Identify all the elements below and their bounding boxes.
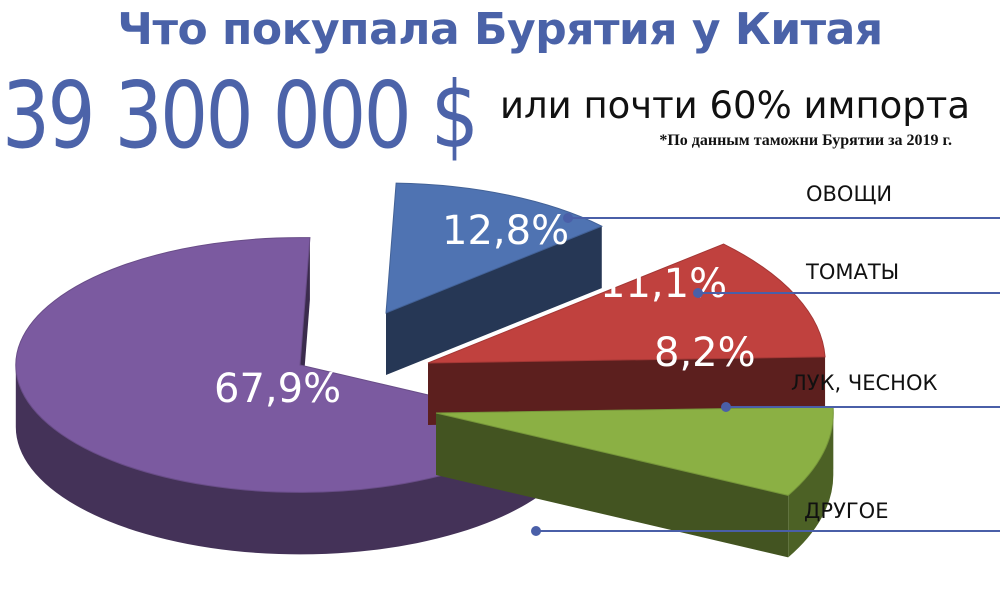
pie-slice <box>385 182 604 314</box>
slice-rim <box>788 413 834 558</box>
callout-dot <box>693 288 703 298</box>
slice-rim <box>15 365 552 555</box>
slice-percent-label: 12,8% <box>442 208 569 254</box>
callout-dot <box>531 526 541 536</box>
slice-wall <box>436 413 789 558</box>
slice-percent-label: 8,2% <box>654 330 756 376</box>
callout-dot <box>563 213 573 223</box>
legend-label: ДРУГОЕ <box>804 499 888 523</box>
source-note: *По данным таможни Бурятии за 2019 г. <box>659 132 952 149</box>
slice-percent-label: 67,9% <box>214 366 341 412</box>
pie-slice <box>15 237 554 493</box>
legend-label: ОВОЩИ <box>806 182 892 206</box>
pie-slice <box>427 243 826 364</box>
callout-dot <box>721 402 731 412</box>
total-amount: 39 300 000 $ <box>2 62 479 169</box>
legend-label: ЛУК, ЧЕСНОК <box>791 371 937 395</box>
slice-percent-label: 11,1% <box>600 261 727 307</box>
legend-label: ТОМАТЫ <box>805 260 899 284</box>
import-share: или почти 60% импорта <box>499 84 970 127</box>
chart-title: Что покупала Бурятия у Китая <box>117 4 883 55</box>
slice-wall <box>386 226 602 375</box>
pie-slice <box>435 406 834 496</box>
